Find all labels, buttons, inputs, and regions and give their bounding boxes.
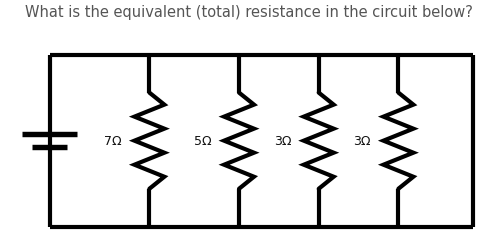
Text: 3Ω: 3Ω — [354, 135, 371, 148]
Text: What is the equivalent (total) resistance in the circuit below?: What is the equivalent (total) resistanc… — [25, 5, 473, 20]
Text: 3Ω: 3Ω — [274, 135, 291, 148]
Text: 5Ω: 5Ω — [194, 135, 212, 148]
Text: 7Ω: 7Ω — [105, 135, 122, 148]
